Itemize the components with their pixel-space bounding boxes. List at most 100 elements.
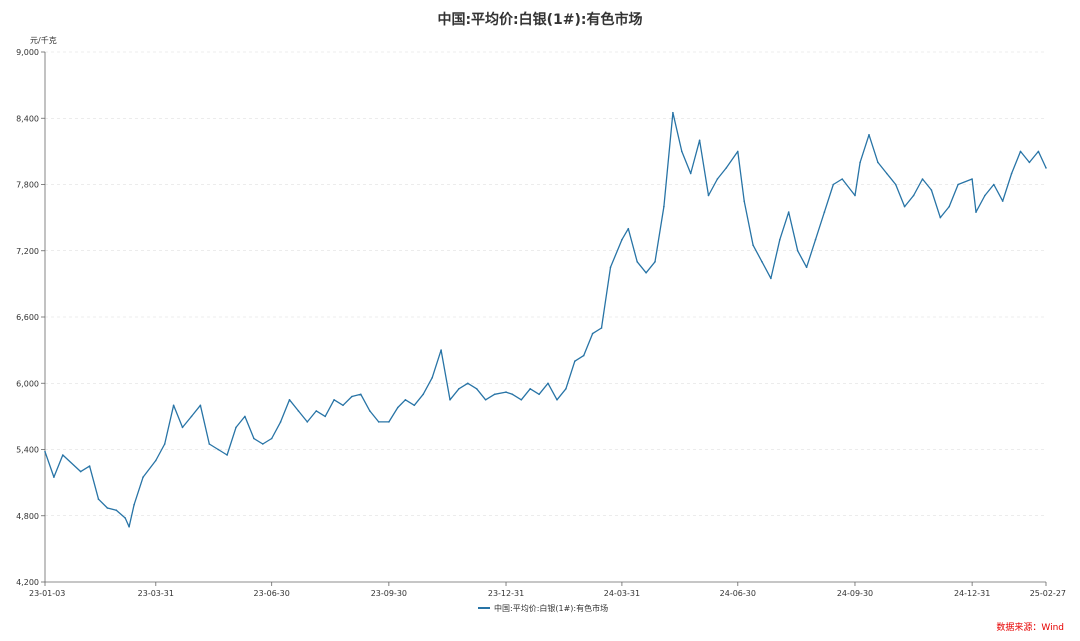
data-point: [190, 415, 193, 418]
data-point: [262, 443, 264, 445]
data-point: [1028, 161, 1031, 164]
data-point: [565, 388, 567, 390]
data-point: [529, 388, 531, 390]
y-tick-label: 4,800: [16, 512, 39, 521]
data-point: [698, 139, 701, 142]
data-source: 数据来源：Wind: [996, 621, 1064, 633]
data-point: [859, 161, 861, 164]
data-point: [324, 415, 327, 418]
data-point: [511, 393, 514, 396]
data-point: [333, 399, 335, 401]
y-tick-label: 9,000: [16, 48, 39, 57]
data-point: [725, 167, 728, 169]
data-point: [547, 382, 549, 385]
data-point: [805, 266, 808, 269]
y-tick-label: 7,800: [16, 181, 39, 190]
chart-title: 中国:平均价:白银(1#):有色市场: [437, 11, 642, 28]
data-point: [1037, 150, 1040, 153]
data-point: [279, 421, 282, 423]
data-point: [591, 332, 594, 335]
data-point: [128, 526, 130, 528]
data-point: [475, 388, 478, 390]
data-point: [939, 216, 942, 219]
data-point: [689, 172, 692, 175]
y-tick-label: 7,200: [16, 247, 39, 256]
data-point: [971, 178, 973, 180]
data-point: [681, 150, 683, 153]
legend-label: 中国:平均价:白银(1#):有色市场: [494, 603, 608, 613]
legend[interactable]: 中国:平均价:白银(1#):有色市场: [478, 603, 608, 613]
series-points: [44, 111, 1047, 528]
x-axis-ticks: 23-01-03 23-03-31 23-06-30 23-09-30 23-12-31…: [29, 582, 1066, 598]
data-point: [397, 406, 399, 409]
data-point: [288, 399, 291, 401]
data-point: [142, 476, 144, 478]
data-point: [297, 410, 300, 412]
data-point: [716, 178, 719, 180]
data-point: [44, 450, 46, 453]
data-point: [841, 178, 843, 180]
data-point: [306, 421, 309, 423]
data-point: [235, 426, 237, 429]
data-point: [636, 261, 638, 263]
data-point: [930, 189, 933, 191]
data-point: [645, 272, 647, 274]
data-point: [1010, 172, 1013, 175]
y-tick-label: 4,200: [16, 578, 39, 587]
x-tick-label: 24-06-30: [720, 589, 756, 598]
grid-lines: [45, 51, 1046, 517]
data-point: [654, 261, 656, 263]
data-point: [886, 172, 888, 175]
data-point: [493, 393, 496, 396]
data-point: [163, 443, 166, 445]
data-point: [1045, 167, 1047, 169]
data-point: [948, 205, 950, 208]
data-point: [796, 250, 799, 252]
data-point: [181, 426, 184, 429]
data-point: [779, 238, 781, 241]
data-point: [1019, 150, 1022, 153]
data-point: [106, 507, 109, 509]
y-axis-ticks: 4,200 4,800 5,400 6,000 6,600 7,200 7,800 8,400…: [16, 48, 45, 587]
data-point: [1001, 200, 1004, 202]
data-point: [823, 211, 826, 213]
data-point: [467, 382, 469, 385]
data-point: [582, 354, 585, 357]
data-point: [79, 470, 82, 473]
data-point: [663, 205, 665, 208]
data-point: [975, 211, 977, 213]
series-layer: [44, 111, 1047, 528]
data-point: [921, 178, 924, 180]
data-point: [270, 437, 273, 440]
data-point: [351, 395, 353, 398]
y-axis-unit: 元/千克: [30, 35, 57, 45]
data-point: [743, 200, 745, 202]
data-point: [574, 360, 576, 363]
data-point: [115, 509, 118, 512]
data-point: [369, 410, 371, 412]
data-point: [993, 183, 995, 186]
data-point: [707, 194, 710, 197]
data-point: [124, 517, 126, 519]
data-point: [226, 454, 228, 456]
data-point: [88, 465, 91, 467]
data-point: [53, 476, 55, 478]
x-tick-label: 25-02-27: [1030, 589, 1066, 598]
data-point: [155, 459, 157, 462]
data-point: [484, 399, 487, 401]
data-point: [814, 238, 817, 241]
x-tick-label: 23-12-31: [488, 589, 524, 598]
y-tick-label: 5,400: [16, 446, 39, 455]
data-point: [627, 227, 630, 230]
data-point: [208, 443, 211, 445]
data-point: [172, 404, 175, 407]
data-point: [97, 498, 100, 501]
data-point: [253, 437, 255, 440]
x-tick-label: 24-12-31: [954, 589, 990, 598]
data-point: [600, 327, 603, 329]
x-tick-label: 24-03-31: [604, 589, 640, 598]
data-point: [505, 391, 507, 393]
data-point: [217, 448, 219, 451]
